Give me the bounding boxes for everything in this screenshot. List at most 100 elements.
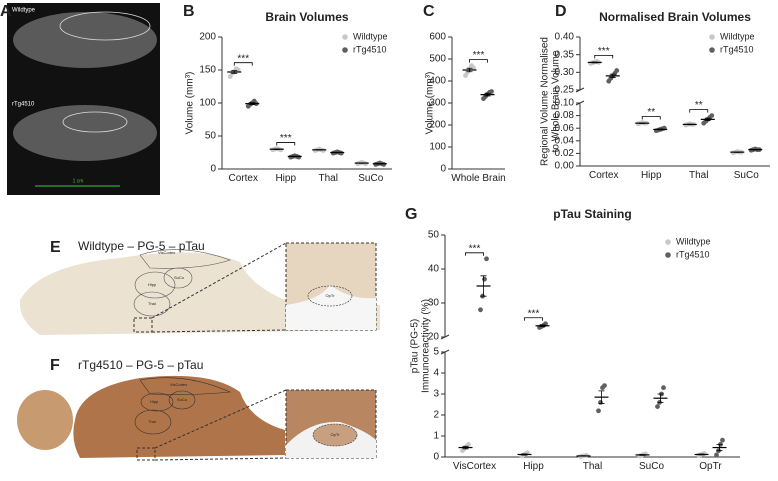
region-label: Hipp (150, 399, 159, 404)
y-tick-label: 100 (199, 98, 216, 109)
y-axis-label: Volume (mm³) (185, 72, 196, 135)
x-tick-label: SuCo (733, 170, 759, 181)
y-tick-label: 50 (428, 230, 440, 241)
error-bar (657, 128, 664, 131)
x-tick-label: Hipp (640, 170, 662, 181)
error-bar (231, 70, 238, 74)
mri-region (62, 111, 128, 133)
y-axis-label: Immunoreactivity (%) (421, 299, 432, 393)
error-bar (639, 122, 646, 124)
error-bar (291, 155, 298, 158)
x-tick-label: VisCortex (452, 461, 497, 472)
region-outline (134, 409, 172, 435)
y-tick-label: 40 (428, 264, 440, 275)
significance-label: *** (528, 308, 540, 319)
y-tick-label: 0.25 (555, 85, 575, 96)
region-label: SuCo (177, 397, 188, 402)
region-outline (133, 291, 171, 317)
inset-connector (151, 242, 287, 319)
error-bar (698, 453, 705, 456)
error-bar (716, 444, 723, 452)
chart-title: pTau Staining (553, 207, 631, 221)
panel-label: D (555, 3, 567, 20)
region-label: Hipp (148, 282, 157, 287)
y-tick-label: 50 (205, 131, 217, 142)
error-bar (639, 454, 646, 456)
inset-background (286, 285, 376, 330)
data-point (466, 442, 471, 447)
significance-label: ** (695, 100, 703, 111)
legend-label: Wildtype (676, 236, 711, 246)
data-point (478, 307, 483, 313)
inset-connector (151, 329, 287, 333)
y-tick-label: 30 (428, 298, 440, 309)
significance-bracket (469, 59, 488, 63)
y-tick-label: 0.35 (555, 49, 575, 60)
x-tick-label: Hipp (523, 461, 544, 472)
data-point (489, 89, 494, 94)
significance-bracket (524, 317, 543, 321)
data-point (602, 383, 607, 388)
image-title: Wildtype – PG-5 – pTau (78, 239, 205, 253)
mri-brain (13, 105, 157, 161)
legend-marker (342, 34, 348, 40)
region-label: OpTr (326, 293, 336, 298)
x-tick-label: Thal (318, 173, 338, 184)
significance-bracket (233, 62, 253, 66)
data-point (484, 256, 489, 262)
histology-section (17, 390, 73, 450)
panel-label: E (50, 239, 61, 256)
error-bar (316, 149, 323, 151)
y-axis-label: to Whole Brain Volume (551, 50, 562, 152)
significance-bracket (465, 252, 484, 256)
error-bar (539, 324, 546, 328)
error-bar (598, 390, 605, 404)
image-label: rTg4510 (12, 102, 35, 108)
error-bar (462, 445, 469, 450)
region-label: SuCo (174, 275, 185, 280)
y-axis-label: pTau (PG-5) (410, 319, 421, 373)
y-tick-label: 2 (433, 410, 439, 421)
panel-label: C (423, 3, 435, 20)
significance-label: *** (237, 53, 249, 64)
error-bar (591, 61, 598, 64)
error-bar (273, 148, 280, 150)
x-tick-label: Hipp (275, 173, 297, 184)
y-tick-label: 200 (429, 120, 446, 131)
x-tick-label: Thal (689, 170, 709, 181)
y-tick-label: 0.06 (555, 123, 575, 134)
data-point (482, 276, 487, 282)
region-outline (312, 423, 358, 447)
significance-label: *** (598, 46, 610, 57)
data-point (714, 452, 719, 458)
error-bar (609, 73, 616, 79)
region-label: VisCortex (170, 382, 187, 387)
y-tick-label: 500 (429, 54, 446, 65)
data-point (235, 67, 241, 73)
significance-bracket (641, 116, 661, 120)
y-tick-label: 0.40 (555, 32, 575, 43)
legend-marker (665, 239, 671, 245)
error-bar (334, 151, 341, 154)
y-tick-label: 4 (433, 368, 439, 379)
x-tick-label: Thal (582, 461, 603, 472)
y-tick-label: 200 (199, 32, 216, 43)
x-tick-label: Whole Brain (451, 173, 506, 184)
legend-label: rTg4510 (676, 249, 710, 259)
significance-label: *** (280, 133, 292, 144)
error-bar (686, 123, 693, 126)
y-tick-label: 600 (429, 32, 446, 43)
region-outline (140, 392, 174, 412)
data-point (720, 437, 725, 443)
legend-marker (709, 34, 715, 40)
data-point (596, 408, 601, 414)
image-title: rTg4510 – PG-5 – pTau (78, 358, 203, 372)
data-point (584, 452, 589, 458)
y-tick-label: 0.00 (555, 161, 575, 172)
y-tick-label: 0.30 (555, 67, 575, 78)
legend-marker (665, 252, 671, 258)
y-axis-label: Volume (mm³) (425, 72, 436, 135)
legend-marker (342, 47, 348, 53)
data-point (363, 161, 369, 167)
